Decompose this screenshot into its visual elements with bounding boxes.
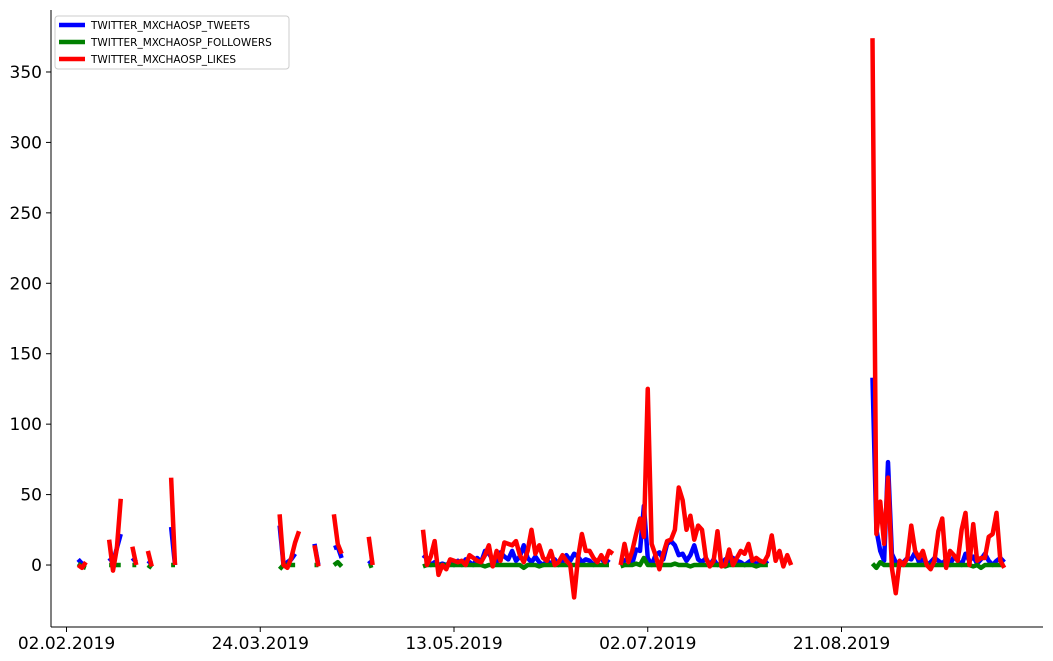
- x-tick-label: 02.02.2019: [18, 634, 115, 654]
- series-line-segment: [870, 559, 1005, 571]
- series-line-segment: [277, 514, 302, 571]
- series-line-segment: [312, 544, 321, 567]
- series-line-segment: [332, 559, 344, 568]
- x-tick-label: 21.08.2019: [793, 634, 890, 654]
- series-line-segment: [130, 546, 139, 566]
- legend-label: TWITTER_MXCHAOSP_TWEETS: [90, 20, 250, 32]
- legend: TWITTER_MXCHAOSP_TWEETS TWITTER_MXCHAOSP_…: [54, 15, 290, 70]
- y-tick-label: 350: [10, 63, 42, 83]
- x-ticks: 02.02.2019 24.03.2019 13.05.2019 02.07.2019…: [18, 627, 890, 654]
- x-tick-label: 24.03.2019: [212, 634, 309, 654]
- x-tick-label: 13.05.2019: [405, 634, 502, 654]
- series-twitter-mxchaosp-likes: [76, 38, 1007, 600]
- series-line-segment: [331, 514, 344, 555]
- y-tick-label: 50: [20, 486, 42, 506]
- y-tick-label: 150: [10, 345, 42, 365]
- legend-label: TWITTER_MXCHAOSP_FOLLOWERS: [90, 37, 272, 49]
- series-line-segment: [420, 527, 615, 600]
- y-tick-label: 0: [31, 556, 42, 576]
- y-tick-label: 250: [10, 204, 42, 224]
- series-line-segment: [619, 555, 768, 569]
- series-line-segment: [106, 498, 123, 573]
- y-ticks: 0 50 100 150 200 250 300 350: [10, 63, 51, 576]
- series-line-segment: [366, 536, 375, 566]
- x-tick-label: 02.07.2019: [599, 634, 696, 654]
- series-line-segment: [145, 550, 154, 567]
- series-layer: [76, 38, 1007, 600]
- legend-label: TWITTER_MXCHAOSP_LIKES: [90, 54, 236, 66]
- series-line-segment: [870, 38, 1007, 596]
- y-tick-label: 300: [10, 133, 42, 153]
- y-tick-label: 200: [10, 274, 42, 294]
- legend-frame: [54, 15, 290, 70]
- series-line-segment: [367, 562, 374, 569]
- series-line-segment: [168, 477, 178, 566]
- series-line-segment: [76, 560, 88, 571]
- y-tick-label: 100: [10, 415, 42, 435]
- series-line-segment: [618, 386, 794, 572]
